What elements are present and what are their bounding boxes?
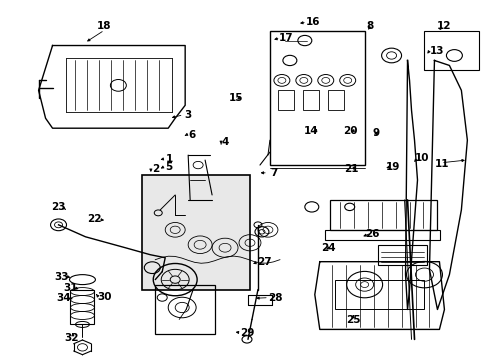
Text: 22: 22 bbox=[87, 215, 102, 224]
Text: 30: 30 bbox=[97, 292, 111, 302]
Bar bbox=[277, 90, 293, 110]
Text: 32: 32 bbox=[64, 333, 79, 343]
Bar bbox=[269, 31, 364, 165]
Text: 23: 23 bbox=[51, 202, 65, 212]
Bar bbox=[302, 90, 318, 110]
Text: 10: 10 bbox=[414, 153, 429, 163]
Text: 18: 18 bbox=[97, 21, 112, 31]
Text: 29: 29 bbox=[239, 328, 254, 338]
Text: 2: 2 bbox=[151, 163, 159, 174]
Text: 24: 24 bbox=[321, 243, 335, 253]
Text: 27: 27 bbox=[257, 257, 271, 267]
Text: 20: 20 bbox=[343, 126, 357, 135]
Text: 15: 15 bbox=[228, 93, 243, 103]
Text: 17: 17 bbox=[279, 33, 293, 43]
Text: 1: 1 bbox=[166, 154, 173, 164]
Bar bbox=[155, 285, 215, 334]
Bar bbox=[324, 230, 440, 240]
Text: 3: 3 bbox=[184, 110, 191, 120]
Text: 21: 21 bbox=[344, 164, 358, 174]
Text: 33: 33 bbox=[54, 272, 69, 282]
Bar bbox=[334, 280, 424, 310]
Text: 8: 8 bbox=[366, 21, 373, 31]
Text: 9: 9 bbox=[372, 129, 379, 138]
Text: 34: 34 bbox=[57, 293, 71, 303]
Text: 12: 12 bbox=[436, 21, 451, 31]
Text: 26: 26 bbox=[364, 229, 379, 239]
Text: 6: 6 bbox=[188, 130, 196, 140]
Bar bbox=[329, 200, 437, 230]
Bar bbox=[424, 31, 478, 71]
Text: 13: 13 bbox=[429, 46, 444, 56]
Text: 31: 31 bbox=[63, 283, 78, 293]
Text: 25: 25 bbox=[346, 315, 360, 325]
Bar bbox=[327, 90, 343, 110]
Text: 28: 28 bbox=[267, 293, 282, 303]
Bar bbox=[70, 289, 94, 324]
Bar bbox=[142, 175, 249, 289]
Text: 5: 5 bbox=[165, 162, 172, 172]
Text: 16: 16 bbox=[305, 17, 320, 27]
Bar bbox=[377, 245, 427, 265]
Text: 4: 4 bbox=[221, 138, 228, 147]
Text: 14: 14 bbox=[304, 126, 318, 135]
Text: 7: 7 bbox=[269, 168, 277, 178]
Text: 19: 19 bbox=[385, 162, 400, 172]
Text: 11: 11 bbox=[434, 159, 448, 169]
